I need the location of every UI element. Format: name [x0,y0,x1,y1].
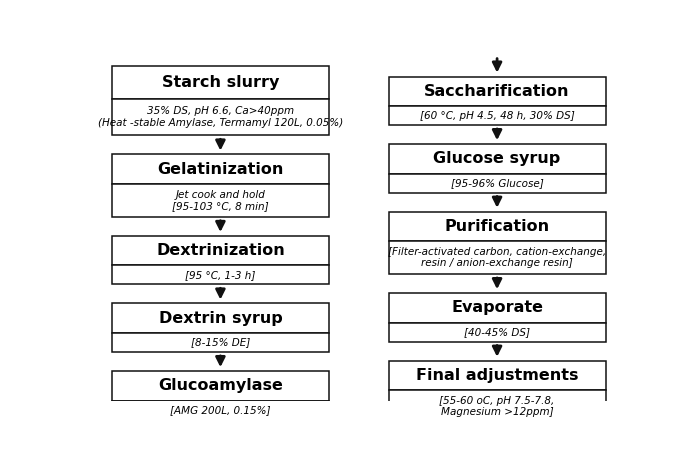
Bar [112,303,329,333]
Bar [389,76,606,106]
Bar [389,144,606,174]
Text: 35% DS, pH 6.6, Ca>40ppm
(Heat -stable Amylase, Termamyl 120L, 0.05%): 35% DS, pH 6.6, Ca>40ppm (Heat -stable A… [98,107,343,128]
Text: Dextrinization: Dextrinization [156,243,285,258]
Text: Starch slurry: Starch slurry [162,75,279,90]
Text: [40-45% DS]: [40-45% DS] [464,327,530,337]
Text: Jet cook and hold
[95-103 °C, 8 min]: Jet cook and hold [95-103 °C, 8 min] [172,189,269,211]
Text: Glucose syrup: Glucose syrup [433,151,561,166]
Bar [389,212,606,241]
Text: Evaporate: Evaporate [451,300,543,315]
Bar [112,184,329,217]
Text: Gelatinization: Gelatinization [158,162,284,177]
Text: [55-60 oC, pH 7.5-7.8,
Magnesium >12ppm]: [55-60 oC, pH 7.5-7.8, Magnesium >12ppm] [440,396,554,417]
Bar [389,241,606,274]
Text: Glucoamylase: Glucoamylase [158,378,283,393]
Bar [112,66,329,99]
Text: Saccharification: Saccharification [424,84,570,99]
Bar [112,400,329,419]
Bar [389,293,606,323]
Bar [389,360,606,390]
Bar [389,174,606,193]
Text: [Filter-activated carbon, cation-exchange,
resin / anion-exchange resin]: [Filter-activated carbon, cation-exchang… [388,247,606,268]
Bar [112,99,329,135]
Text: [95 °C, 1-3 h]: [95 °C, 1-3 h] [186,270,256,280]
Bar [389,106,606,125]
Bar [389,323,606,342]
Text: Purification: Purification [444,219,550,234]
Text: [AMG 200L, 0.15%]: [AMG 200L, 0.15%] [170,405,271,415]
Text: [8-15% DE]: [8-15% DE] [191,338,250,347]
Text: Final adjustments: Final adjustments [416,368,578,383]
Text: [95-96% Glucose]: [95-96% Glucose] [451,178,543,188]
Text: [60 °C, pH 4.5, 48 h, 30% DS]: [60 °C, pH 4.5, 48 h, 30% DS] [420,111,575,121]
Bar [112,371,329,400]
Bar [389,390,606,423]
Bar [112,236,329,266]
Bar [112,266,329,284]
Bar [112,154,329,184]
Bar [112,333,329,352]
Text: Dextrin syrup: Dextrin syrup [158,310,282,326]
